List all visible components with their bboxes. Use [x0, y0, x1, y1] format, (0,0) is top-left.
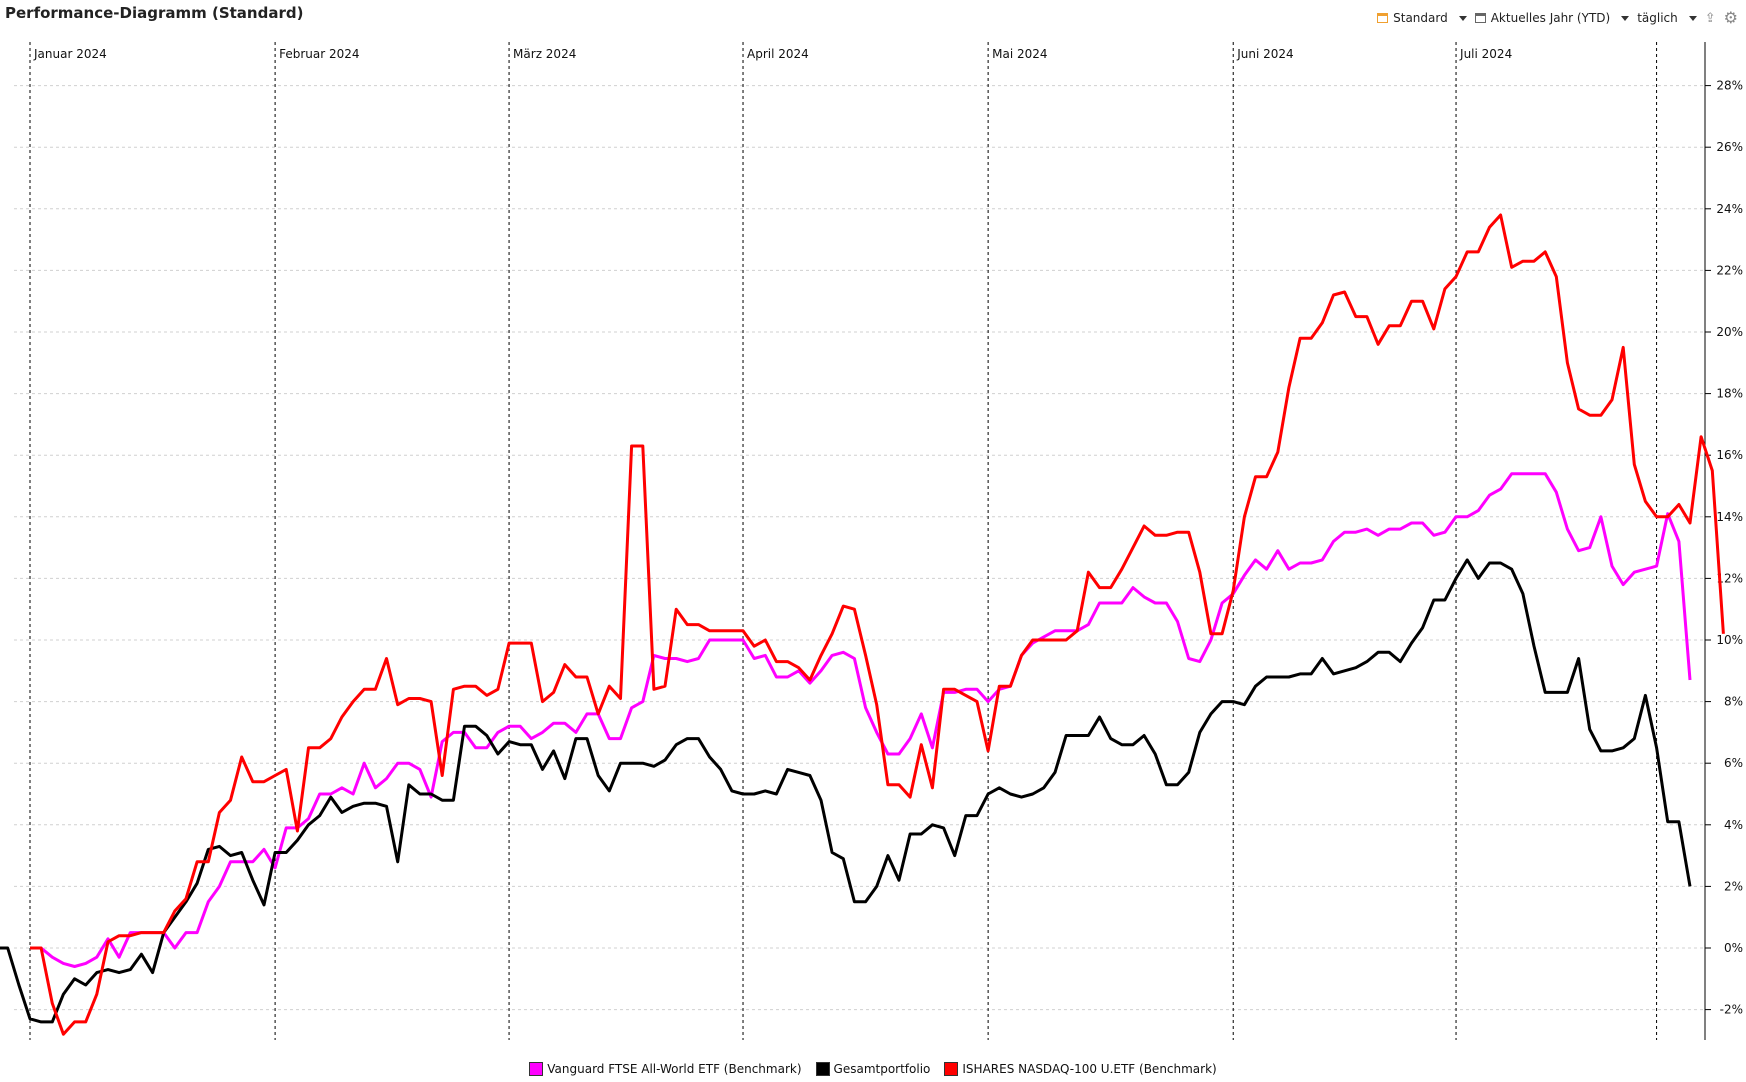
y-tick-label-9: 16% — [1716, 448, 1743, 462]
legend-swatch-vanguard — [529, 1062, 544, 1076]
month-label-0: Januar 2024 — [33, 47, 107, 61]
month-label-2: März 2024 — [513, 47, 576, 61]
y-tick-label-10: 18% — [1716, 387, 1743, 401]
period-select-label: Aktuelles Jahr (YTD) — [1490, 11, 1611, 25]
chart-legend: Vanguard FTSE All-World ETF (Benchmark) … — [0, 1062, 1746, 1076]
gear-icon[interactable]: ⚙ — [1723, 8, 1738, 27]
series-line-0 — [30, 472, 1692, 968]
y-tick-label-6: 10% — [1716, 633, 1743, 647]
y-tick-label-12: 22% — [1716, 263, 1743, 277]
month-label-5: Juni 2024 — [1236, 47, 1293, 61]
legend-label-portfolio: Gesamtportfolio — [833, 1062, 931, 1076]
y-tick-label-2: 2% — [1724, 879, 1743, 893]
legend-item-nasdaq[interactable]: ISHARES NASDAQ-100 U.ETF (Benchmark) — [944, 1062, 1217, 1076]
y-tick-label-5: 8% — [1724, 695, 1743, 709]
y-tick-label-7: 12% — [1716, 571, 1743, 585]
chart-toolbar: Standard Aktuelles Jahr (YTD) täglich ⇪ … — [1377, 8, 1738, 28]
month-label-6: Juli 2024 — [1459, 47, 1512, 61]
y-tick-label-11: 20% — [1716, 325, 1743, 339]
export-icon[interactable]: ⇪ — [1704, 10, 1716, 26]
series-line-2 — [30, 213, 1725, 1036]
legend-item-vanguard[interactable]: Vanguard FTSE All-World ETF (Benchmark) — [529, 1062, 802, 1076]
chevron-down-icon — [1458, 15, 1467, 21]
legend-label-vanguard: Vanguard FTSE All-World ETF (Benchmark) — [547, 1062, 802, 1076]
month-label-3: April 2024 — [747, 47, 809, 61]
legend-label-nasdaq: ISHARES NASDAQ-100 U.ETF (Benchmark) — [962, 1062, 1217, 1076]
view-select-label: Standard — [1393, 11, 1448, 25]
y-tick-label-1: 0% — [1724, 941, 1743, 955]
y-tick-label-4: 6% — [1724, 756, 1743, 770]
calendar-icon — [1377, 13, 1389, 23]
legend-item-portfolio[interactable]: Gesamtportfolio — [815, 1062, 931, 1076]
series-line-1 — [0, 558, 1692, 1024]
legend-swatch-portfolio — [815, 1062, 830, 1076]
y-tick-label-13: 24% — [1716, 202, 1743, 216]
page-title: Performance-Diagramm (Standard) — [5, 4, 304, 22]
legend-swatch-nasdaq — [944, 1062, 959, 1076]
y-tick-label-15: 28% — [1716, 79, 1743, 93]
period-select[interactable]: Aktuelles Jahr (YTD) — [1474, 11, 1630, 25]
window-icon — [1474, 13, 1486, 23]
y-tick-label-0: -2% — [1720, 1003, 1743, 1017]
y-tick-label-8: 14% — [1716, 510, 1743, 524]
y-tick-label-14: 26% — [1716, 140, 1743, 154]
y-tick-label-3: 4% — [1724, 818, 1743, 832]
chevron-down-icon — [1688, 15, 1697, 21]
month-label-4: Mai 2024 — [992, 47, 1047, 61]
view-select[interactable]: Standard — [1377, 11, 1467, 25]
interval-select[interactable]: täglich — [1637, 11, 1697, 25]
month-label-1: Februar 2024 — [279, 47, 359, 61]
chevron-down-icon — [1621, 15, 1630, 21]
interval-select-label: täglich — [1637, 11, 1678, 25]
